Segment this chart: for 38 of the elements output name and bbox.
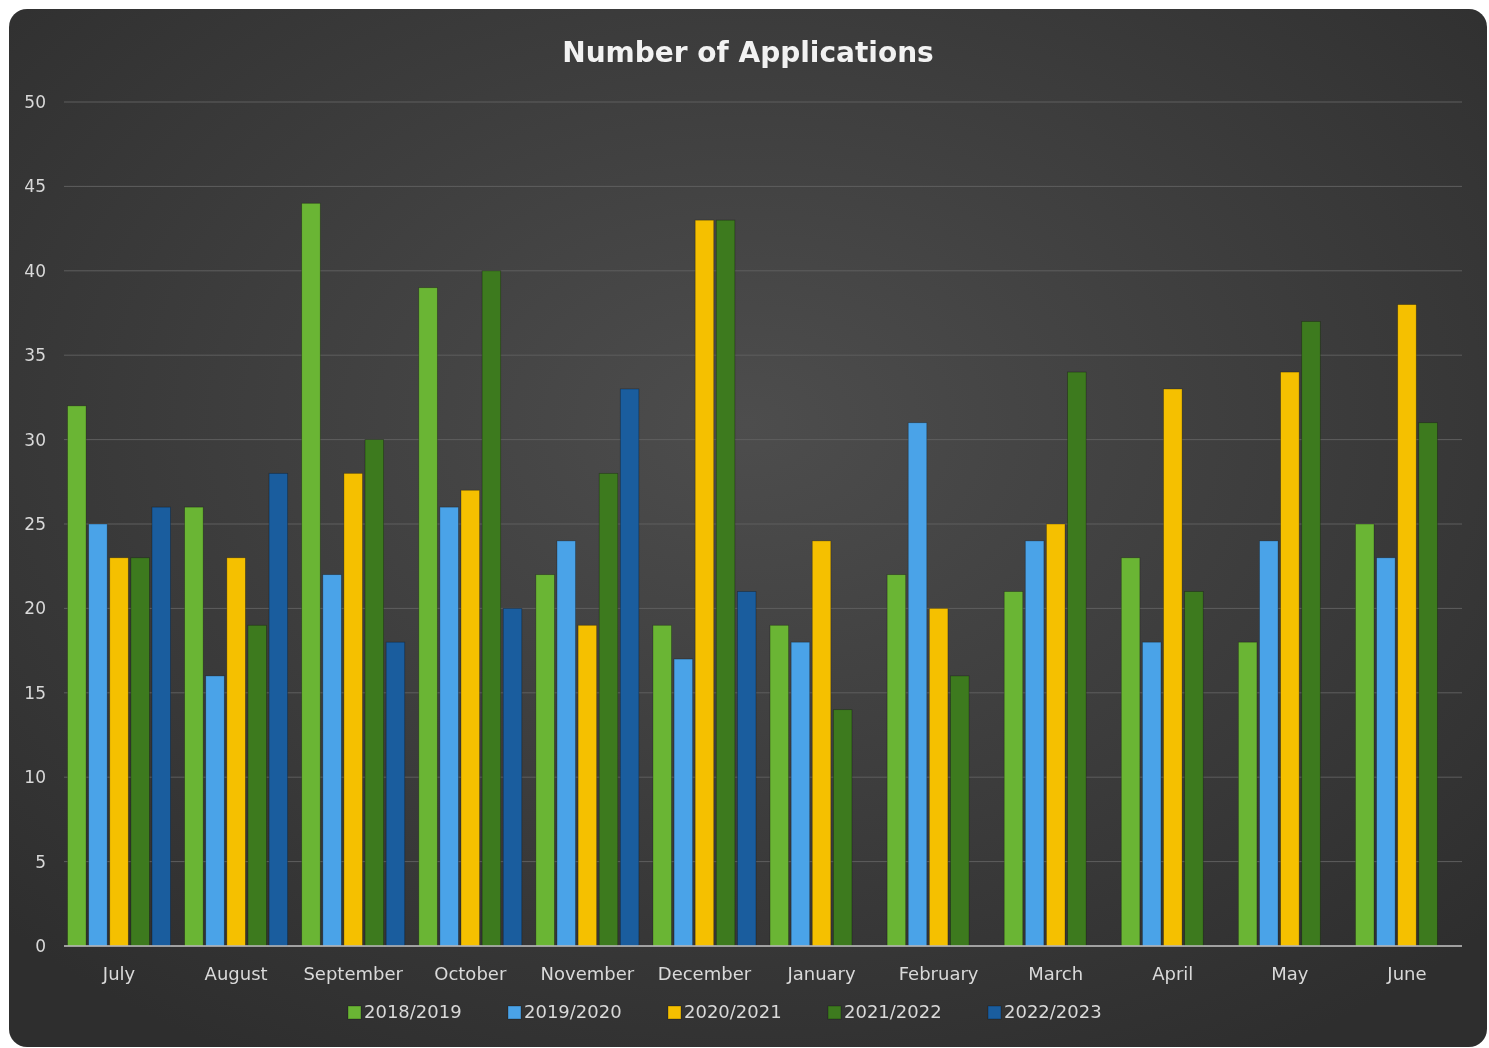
x-tick-label: January xyxy=(786,963,856,984)
legend-label: 2019/2020 xyxy=(524,1001,622,1022)
bar xyxy=(886,574,907,947)
x-tick-label: April xyxy=(1152,963,1194,984)
legend-label: 2020/2021 xyxy=(684,1001,782,1022)
x-tick-label: February xyxy=(898,963,979,984)
y-tick-label: 45 xyxy=(24,176,46,197)
y-tick-label: 40 xyxy=(24,260,46,281)
y-tick-label: 5 xyxy=(35,851,46,872)
chart-title: Number of Applications xyxy=(562,36,934,69)
legend-label: 2021/2022 xyxy=(844,1001,942,1022)
y-tick-label: 10 xyxy=(24,767,46,788)
y-tick-label: 30 xyxy=(24,429,46,450)
bar xyxy=(811,540,832,947)
y-tick-label: 25 xyxy=(24,513,46,534)
bar xyxy=(907,422,928,947)
y-tick-label: 50 xyxy=(24,91,46,112)
bar xyxy=(1003,591,1024,947)
x-tick-label: May xyxy=(1271,963,1309,984)
x-tick-label: December xyxy=(657,963,752,984)
bar xyxy=(502,608,523,947)
bar xyxy=(598,472,619,947)
y-tick-label: 35 xyxy=(24,345,46,366)
legend-label: 2022/2023 xyxy=(1004,1001,1102,1022)
x-tick-label: November xyxy=(540,963,635,984)
x-tick-label: June xyxy=(1386,963,1427,984)
x-tick-label: July xyxy=(101,963,136,984)
y-tick-label: 15 xyxy=(24,682,46,703)
bar xyxy=(832,709,853,947)
x-tick-label: September xyxy=(303,963,404,984)
x-tick-label: March xyxy=(1028,963,1084,984)
x-tick-label: October xyxy=(434,963,507,984)
y-tick-label: 20 xyxy=(24,598,46,619)
bar xyxy=(694,219,715,947)
y-tick-label: 0 xyxy=(35,935,46,956)
legend-label: 2018/2019 xyxy=(364,1001,462,1022)
bar xyxy=(619,388,640,947)
x-tick-label: August xyxy=(204,963,268,984)
